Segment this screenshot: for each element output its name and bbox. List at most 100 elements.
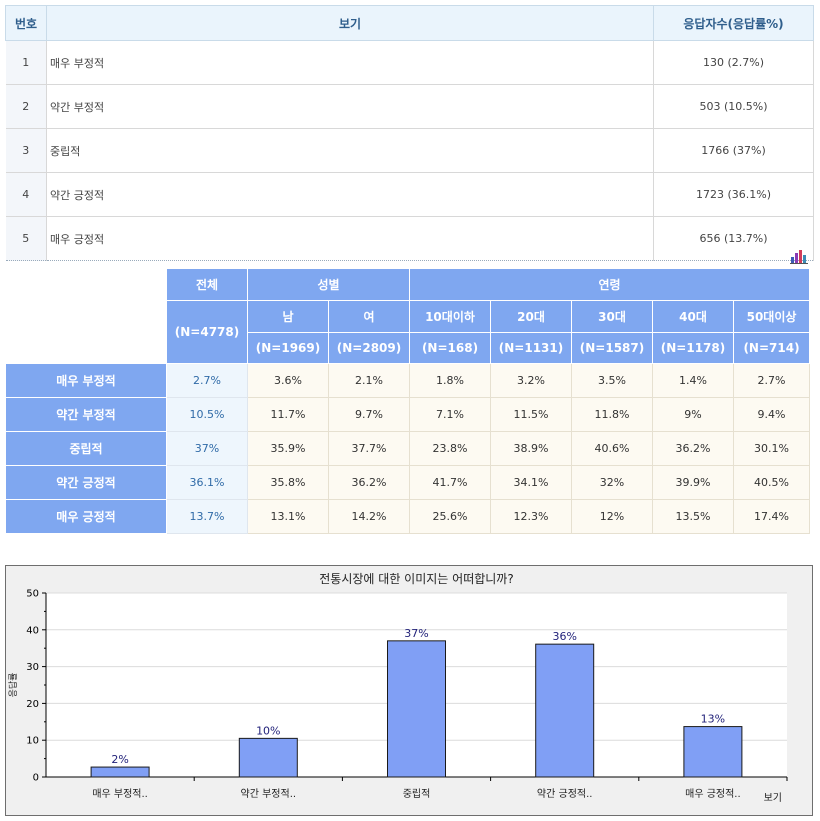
row-count-value: 130 (2.7%) (653, 40, 814, 85)
crosstab-column-header: 10대이하 (409, 300, 491, 333)
crosstab-column-n: (N=714) (732, 332, 811, 364)
row-number: 4 (5, 172, 47, 217)
crosstab-cell: 30.1% (732, 431, 811, 466)
crosstab-row: 약간 긍정적 36.1% 35.8% 36.2% 41.7% 34.1% 32% 39.9% 4… (5, 465, 811, 500)
crosstab-column-header: 50대이상 (732, 300, 811, 333)
crosstab-cell: 1.8% (409, 363, 491, 398)
response-table: 번호 보기 응답자수(응답률%) 1 매우 부정적 130 (2.7%) 2 약간 부정… (5, 5, 814, 261)
crosstab-table: 전체 성별 연령 (N=4778) 남 여 10대이하 20대 30대 40대 50대이상 … (5, 268, 811, 534)
crosstab-cell: 23.8% (409, 431, 491, 466)
crosstab-cell: 40.5% (732, 465, 811, 500)
crosstab-row: 매우 부정적 2.7% 3.6% 2.1% 1.8% 3.2% 3.5% 1.4% 2.7% (5, 363, 811, 398)
bar (387, 640, 446, 778)
crosstab-column-n: (N=168) (409, 332, 491, 364)
crosstab-column-n: (N=1969) (247, 332, 329, 364)
crosstab-cell: 36.2% (652, 431, 734, 466)
row-number: 2 (5, 84, 47, 129)
row-count-value: 656 (13.7%) (653, 216, 814, 261)
crosstab-column-header: 여 (328, 300, 410, 333)
table-row: 2 약간 부정적 503 (10.5%) (5, 84, 814, 129)
y-tick-label: 30 (26, 662, 39, 673)
crosstab-cell: 17.4% (732, 499, 811, 534)
row-option-label: 중립적 (46, 128, 654, 173)
row-count-value: 1723 (36.1%) (653, 172, 814, 217)
crosstab-cell: 32% (571, 465, 653, 500)
crosstab-cell: 39.9% (652, 465, 734, 500)
header-number: 번호 (5, 5, 47, 41)
row-number: 5 (5, 216, 47, 261)
crosstab-cell: 36.2% (328, 465, 410, 500)
crosstab-age-header: 연령 (408, 268, 811, 301)
crosstab-total-cell: 37% (166, 431, 248, 466)
crosstab-row-label: 중립적 (5, 431, 167, 466)
y-tick-label: 0 (33, 773, 39, 784)
header-count: 응답자수(응답률%) (653, 5, 814, 41)
crosstab-cell: 25.6% (409, 499, 491, 534)
crosstab-cell: 11.5% (490, 397, 572, 432)
crosstab-total-n: (N=4778) (166, 300, 248, 364)
crosstab-cell: 3.6% (247, 363, 329, 398)
crosstab-cell: 13.1% (247, 499, 329, 534)
crosstab-total-cell: 36.1% (166, 465, 248, 500)
crosstab-cell: 37.7% (328, 431, 410, 466)
y-tick-label: 20 (26, 699, 39, 710)
crosstab-total-cell: 13.7% (166, 499, 248, 534)
x-tick-label: 매우 긍정적.. (685, 788, 741, 800)
bar-chart-svg: 전통시장에 대한 이미지는 어떠합니까? 0 10 20 30 40 50 응답률 2% 매우 부… (7, 572, 788, 804)
x-tick-label: 중립적 (403, 787, 431, 800)
crosstab-cell: 3.5% (571, 363, 653, 398)
bar-data-label: 37% (404, 627, 428, 640)
crosstab-column-header: 40대 (652, 300, 734, 333)
x-tick-label: 약간 부정적.. (241, 788, 297, 800)
crosstab-row-label: 약간 긍정적 (5, 465, 167, 500)
crosstab-cell: 3.2% (490, 363, 572, 398)
crosstab-cell: 14.2% (328, 499, 410, 534)
row-number: 1 (5, 40, 47, 85)
row-number: 3 (5, 128, 47, 173)
row-count-value: 503 (10.5%) (653, 84, 814, 129)
crosstab-total-cell: 10.5% (166, 397, 248, 432)
crosstab-cell: 11.8% (571, 397, 653, 432)
crosstab-column-n: (N=1178) (652, 332, 734, 364)
crosstab-row-label: 매우 긍정적 (5, 499, 167, 534)
crosstab-column-n: (N=1587) (571, 332, 653, 364)
x-tick-label: 매우 부정적.. (92, 788, 148, 800)
crosstab-cell: 41.7% (409, 465, 491, 500)
crosstab-cell: 2.7% (732, 363, 811, 398)
table-row: 3 중립적 1766 (37%) (5, 128, 814, 173)
bar-chart-icon[interactable] (790, 248, 808, 264)
table-row: 5 매우 긍정적 656 (13.7%) (5, 216, 814, 261)
row-count-value: 1766 (37%) (653, 128, 814, 173)
crosstab-cell: 38.9% (490, 431, 572, 466)
crosstab-cell: 9% (652, 397, 734, 432)
crosstab-cell: 1.4% (652, 363, 734, 398)
y-axis-label: 응답률 (7, 673, 19, 698)
bar-chart: 전통시장에 대한 이미지는 어떠합니까? 0 10 20 30 40 50 응답률 2% 매우 부… (5, 565, 813, 816)
y-tick-label: 10 (26, 736, 39, 747)
crosstab-corner (5, 268, 167, 364)
table-row: 4 약간 긍정적 1723 (36.1%) (5, 172, 814, 217)
crosstab-column-header: 남 (247, 300, 329, 333)
crosstab-cell: 9.4% (732, 397, 811, 432)
crosstab-cell: 12% (571, 499, 653, 534)
crosstab-row-label: 약간 부정적 (5, 397, 167, 432)
bar (535, 643, 595, 778)
bar-data-label: 2% (111, 753, 128, 766)
crosstab-cell: 9.7% (328, 397, 410, 432)
bar (683, 726, 743, 778)
crosstab-column-n: (N=2809) (328, 332, 410, 364)
crosstab-total-header: 전체 (166, 268, 248, 301)
crosstab-column-header: 20대 (490, 300, 572, 333)
crosstab-total-cell: 2.7% (166, 363, 248, 398)
bar-data-label: 13% (701, 713, 725, 726)
crosstab-cell: 2.1% (328, 363, 410, 398)
x-tick-label: 약간 긍정적.. (537, 788, 593, 800)
crosstab-column-header: 30대 (571, 300, 653, 333)
row-option-label: 약간 부정적 (46, 84, 654, 129)
y-tick-label: 40 (26, 625, 39, 636)
table-row: 1 매우 부정적 130 (2.7%) (5, 40, 814, 85)
crosstab-cell: 7.1% (409, 397, 491, 432)
row-option-label: 약간 긍정적 (46, 172, 654, 217)
crosstab-cell: 40.6% (571, 431, 653, 466)
crosstab-cell: 35.9% (247, 431, 329, 466)
